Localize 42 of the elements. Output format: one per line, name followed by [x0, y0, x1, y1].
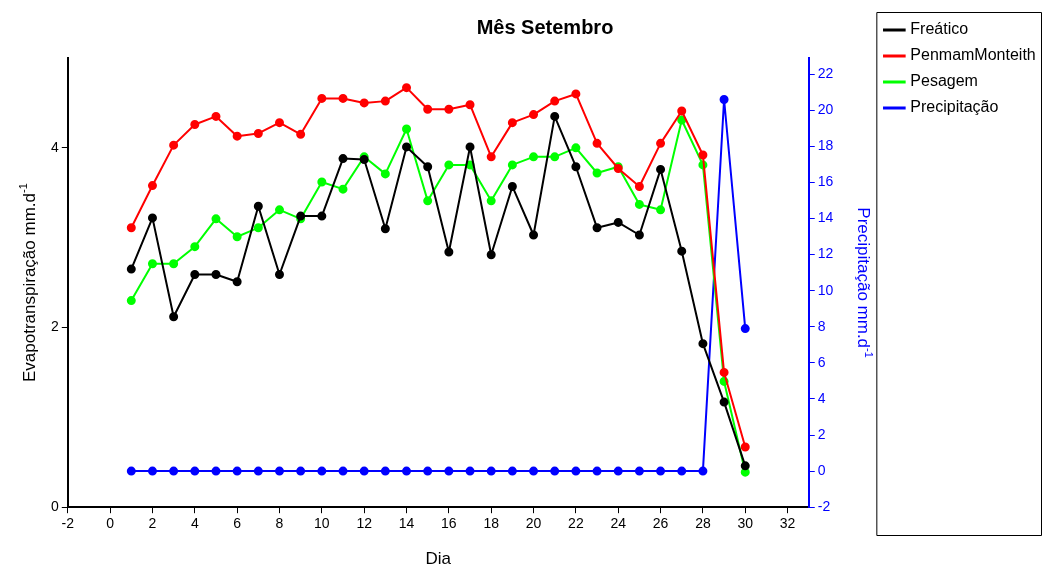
y2-tick-label: 16: [817, 173, 834, 190]
x-tick-label: 2: [148, 515, 157, 532]
x-tick-label: 20: [525, 515, 542, 532]
x-tick-label: -2: [61, 515, 75, 532]
y-axis-title: Evapotranspiração mm.d-1: [17, 183, 39, 382]
x-tick-label: 14: [398, 515, 415, 532]
x-tick-label: 22: [568, 515, 584, 532]
x-tick-label: 12: [356, 515, 373, 532]
y2-tick-label: 18: [817, 137, 834, 154]
x-tick-label: 0: [106, 515, 115, 532]
y2-tick-label: 6: [817, 353, 826, 370]
x-tick-label: 4: [190, 515, 199, 532]
y2-tick-label: 22: [817, 65, 834, 82]
legend-label: PenmamMonteith: [910, 46, 1036, 64]
y2-tick-label: 4: [817, 389, 826, 406]
y2-tick-label: 8: [817, 317, 826, 334]
x-tick-label: 16: [441, 515, 457, 532]
y2-tick-label: 10: [817, 281, 834, 298]
x-tick-label: 10: [314, 515, 330, 532]
x-tick-label: 26: [652, 515, 669, 532]
y2-tick-label: 14: [817, 209, 834, 226]
x-tick-label: 28: [695, 515, 711, 532]
y2-tick-label: 20: [817, 101, 834, 118]
x-tick-label: 30: [737, 515, 754, 532]
y2-tick-label: 2: [817, 425, 826, 442]
legend-label: Precipitação: [910, 98, 999, 116]
x-tick-label: 32: [779, 515, 796, 532]
x-tick-label: 18: [483, 515, 500, 532]
y2-axis-title: Precipitação mm.d-1: [853, 207, 876, 358]
y2-tick-label: -2: [817, 498, 831, 515]
legend-label: Freático: [910, 20, 969, 38]
y-tick-label: 2: [50, 318, 59, 335]
x-axis-title: Dia: [425, 548, 452, 568]
y2-tick-label: 12: [817, 245, 834, 262]
x-tick-label: 8: [275, 515, 284, 532]
x-tick-label: 24: [610, 515, 627, 532]
y-tick-label: 4: [50, 138, 59, 155]
y-tick-label: 0: [50, 498, 59, 515]
chart-title: Mês Setembro: [476, 15, 614, 38]
legend-label: Pesagem: [910, 72, 978, 90]
y2-tick-label: 0: [817, 461, 826, 478]
x-tick-label: 6: [233, 515, 242, 532]
